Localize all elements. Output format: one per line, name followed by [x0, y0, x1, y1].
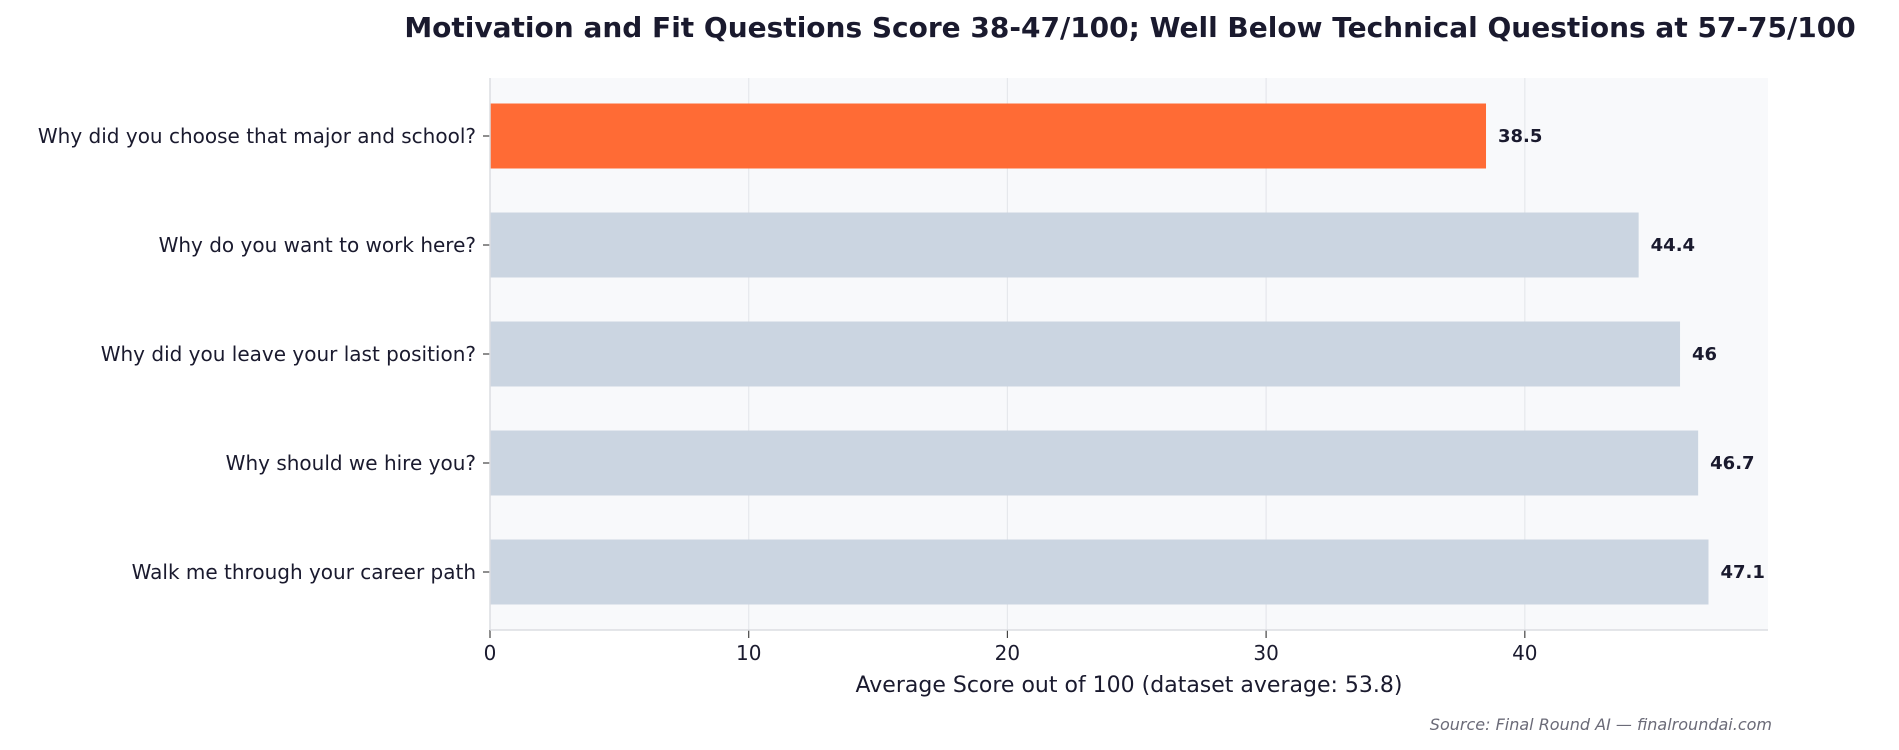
x-tick-label: 30	[1253, 641, 1278, 665]
source-note: Source: Final Round AI — finalroundai.co…	[1430, 715, 1772, 734]
bars	[490, 103, 1709, 605]
category-labels: Why did you choose that major and school…	[38, 124, 490, 584]
value-label: 46	[1692, 344, 1717, 365]
bar	[490, 430, 1699, 496]
x-axis-label: Average Score out of 100 (dataset averag…	[856, 673, 1403, 698]
x-axis: 0 10 20 30 40	[484, 78, 1768, 665]
value-label: 46.7	[1710, 453, 1754, 474]
value-label: 47.1	[1720, 562, 1764, 583]
bar	[490, 539, 1709, 605]
bar	[490, 212, 1639, 278]
x-tick-label: 40	[1512, 641, 1537, 665]
value-label: 44.4	[1651, 235, 1695, 256]
chart-title: Motivation and Fit Questions Score 38-47…	[404, 11, 1855, 44]
value-label: 38.5	[1498, 126, 1542, 147]
x-tick-label: 20	[995, 641, 1020, 665]
category-label: Why do you want to work here?	[159, 233, 476, 257]
value-labels: 38.5 44.4 46 46.7 47.1	[1498, 126, 1765, 583]
category-label: Walk me through your career path	[132, 560, 476, 584]
category-label: Why should we hire you?	[226, 451, 476, 475]
category-label: Why did you leave your last position?	[101, 342, 476, 366]
x-tick-label: 10	[736, 641, 761, 665]
x-tick-label: 0	[484, 641, 497, 665]
bar	[490, 321, 1681, 387]
category-label: Why did you choose that major and school…	[38, 124, 476, 148]
bar	[490, 103, 1487, 169]
